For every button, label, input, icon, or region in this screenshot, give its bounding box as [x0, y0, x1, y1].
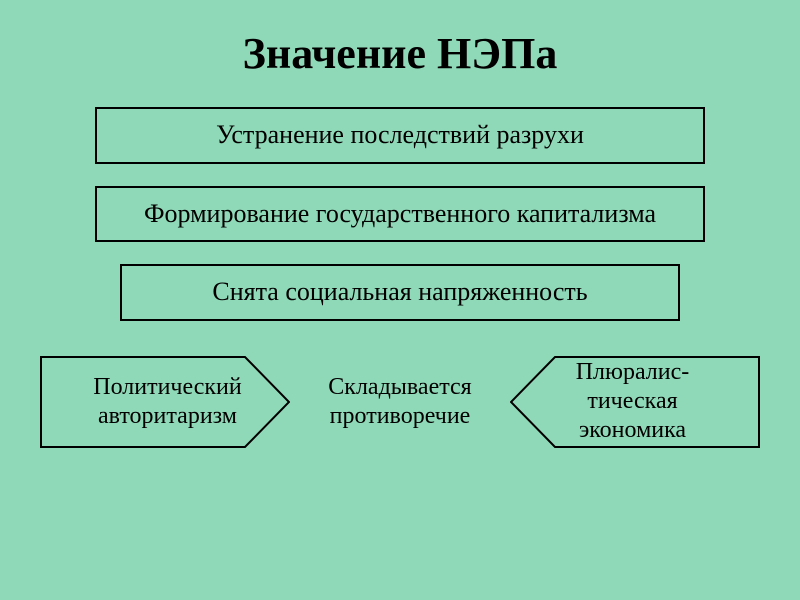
center-text: Складывается противоречие: [290, 356, 510, 448]
right-arrow-box: Плюралис- тическая экономика: [510, 356, 760, 448]
outcome-box-3: Снята социальная напряженность: [120, 264, 680, 321]
right-line2: тическая: [587, 388, 677, 414]
right-line1: Плюралис-: [576, 359, 690, 385]
diagram-container: Значение НЭПа Устранение последствий раз…: [0, 0, 800, 600]
left-arrow-label: Политический авторитаризм: [78, 373, 252, 431]
center-line2: противоречие: [330, 403, 471, 429]
left-arrow-box: Политический авторитаризм: [40, 356, 290, 448]
left-line2: авторитаризм: [98, 403, 237, 429]
outcome-box-1: Устранение последствий разрухи: [95, 107, 705, 164]
center-line1: Складывается: [328, 374, 471, 400]
left-line1: Политический: [93, 374, 242, 400]
diagram-title: Значение НЭПа: [40, 28, 760, 79]
outcome-box-2: Формирование государственного капитализм…: [95, 186, 705, 243]
contradiction-row: Политический авторитаризм Складывается п…: [40, 356, 760, 448]
right-arrow-label: Плюралис- тическая экономика: [566, 358, 705, 444]
right-line3: экономика: [579, 417, 686, 443]
